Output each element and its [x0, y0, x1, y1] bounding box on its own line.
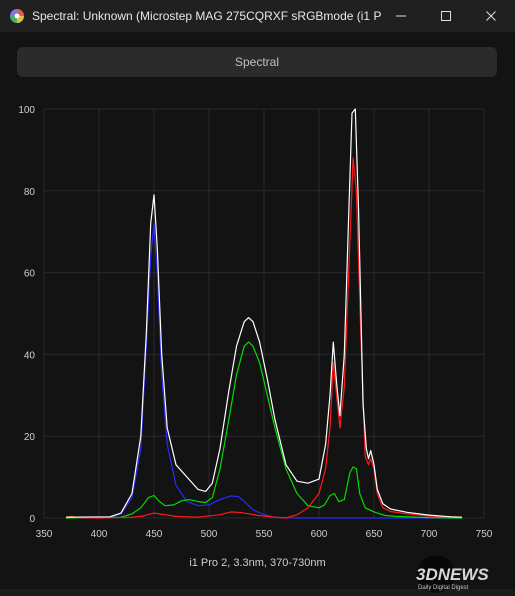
- y-tick-label: 100: [18, 105, 35, 116]
- maximize-button[interactable]: [423, 0, 469, 32]
- app-icon: [10, 9, 24, 23]
- y-tick-label: 40: [24, 350, 36, 361]
- y-tick-label: 20: [24, 432, 36, 443]
- x-tick-label: 650: [366, 529, 383, 540]
- window-title: Spectral: Unknown (Microstep MAG 275CQRX…: [32, 9, 382, 23]
- minimize-button[interactable]: [378, 0, 424, 32]
- x-tick-label: 700: [421, 529, 438, 540]
- spectrum-line-3: [65, 108, 463, 518]
- x-tick-label: 400: [91, 529, 108, 540]
- chart-series: [65, 108, 463, 519]
- x-tick-label: 450: [146, 529, 163, 540]
- spectrum-line-0: [65, 222, 462, 519]
- x-axis-labels: 350 400 450 500 550 600 650 700 750: [36, 529, 493, 540]
- x-tick-label: 600: [311, 529, 328, 540]
- minimize-icon: [396, 15, 406, 17]
- title-bar: Spectral: Unknown (Microstep MAG 275CQRX…: [0, 0, 515, 32]
- watermark-logo: 3DNEWS Daily Digital Digest: [416, 556, 489, 593]
- maximize-icon: [441, 11, 451, 21]
- watermark-main: 3DNEWS: [416, 565, 489, 584]
- x-tick-label: 500: [201, 529, 218, 540]
- x-tick-label: 750: [476, 529, 493, 540]
- spectral-chart: 0 20 40 60 80 100 350 400 450 500 550 600 650 700 750: [18, 105, 493, 540]
- y-tick-label: 0: [29, 514, 35, 525]
- chart-grid: [43, 108, 485, 519]
- spectrum-line-1: [65, 341, 463, 519]
- x-axis-caption: i1 Pro 2, 3.3nm, 370-730nm: [189, 557, 326, 569]
- y-axis-labels: 0 20 40 60 80 100: [18, 105, 35, 525]
- close-icon: [486, 11, 496, 21]
- y-tick-label: 60: [24, 269, 36, 280]
- window-content: Spectral 0 20 40 60 80 100 350 400 450 500 550 600…: [0, 32, 515, 593]
- close-button[interactable]: [468, 0, 514, 32]
- tab-spectral[interactable]: Spectral: [17, 47, 497, 77]
- x-tick-label: 350: [36, 529, 53, 540]
- y-tick-label: 80: [24, 187, 36, 198]
- x-tick-label: 550: [256, 529, 273, 540]
- watermark-sub: Daily Digital Digest: [418, 585, 469, 591]
